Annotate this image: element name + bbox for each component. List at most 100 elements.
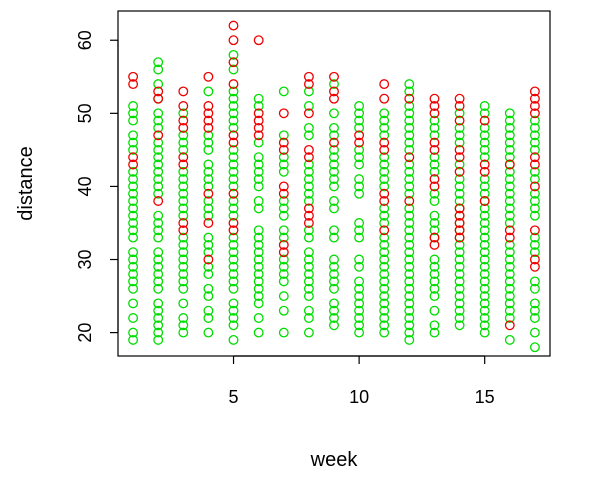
data-point-red <box>203 115 214 126</box>
data-point-green <box>203 203 214 214</box>
data-point-green <box>303 291 314 302</box>
data-point-green <box>454 261 465 272</box>
data-point-green <box>529 276 540 287</box>
data-point-red <box>203 122 214 133</box>
data-point-green <box>404 137 415 148</box>
data-point-green <box>303 166 314 177</box>
data-point-green <box>228 283 239 294</box>
data-point-green <box>479 188 490 199</box>
data-point-red <box>529 152 540 163</box>
data-point-green <box>504 305 515 316</box>
data-point-green <box>278 261 289 272</box>
data-point-green <box>178 269 189 280</box>
data-point-green <box>303 276 314 287</box>
y-axis-title: distance <box>15 146 37 221</box>
data-point-green <box>354 152 365 163</box>
data-point-green <box>479 239 490 250</box>
data-point-red <box>429 93 440 104</box>
data-point-green <box>504 254 515 265</box>
data-point-green <box>379 174 390 185</box>
data-point-green <box>329 159 339 170</box>
data-point-green <box>454 239 465 250</box>
data-point-red <box>404 93 415 104</box>
data-point-green <box>303 283 314 294</box>
data-point-green <box>404 144 415 155</box>
data-point-green <box>178 254 189 265</box>
data-point-green <box>454 159 465 170</box>
data-point-red <box>529 181 540 192</box>
data-point-green <box>354 283 365 294</box>
data-point-green <box>379 152 390 163</box>
data-point-green <box>404 225 415 236</box>
data-point-green <box>379 283 390 294</box>
data-point-green <box>479 327 490 338</box>
data-point-green <box>303 232 314 243</box>
data-point-red <box>278 188 289 199</box>
data-point-green <box>153 334 164 345</box>
data-point-green <box>329 130 339 141</box>
data-point-green <box>228 174 239 185</box>
data-point-green <box>379 218 390 228</box>
data-point-red <box>329 137 339 148</box>
data-point-green <box>479 152 490 163</box>
x-tick-label: 5 <box>229 387 239 407</box>
data-point-green <box>354 276 365 287</box>
data-point-green <box>404 291 415 302</box>
data-point-green <box>253 247 264 258</box>
data-point-green <box>379 254 390 265</box>
data-point-red <box>429 232 440 243</box>
data-point-red <box>128 152 139 163</box>
data-point-green <box>203 247 214 258</box>
data-point-green <box>153 137 164 148</box>
data-point-green <box>178 313 189 323</box>
data-point-green <box>253 152 264 163</box>
data-point-green <box>379 269 390 280</box>
data-point-green <box>429 276 440 287</box>
data-point-green <box>454 269 465 280</box>
data-point-green <box>454 196 465 206</box>
data-point-red <box>354 137 365 148</box>
data-point-red <box>278 137 289 148</box>
data-point-green <box>379 298 390 309</box>
data-point-green <box>379 305 390 316</box>
data-point-green <box>303 174 314 185</box>
data-point-green <box>203 305 214 316</box>
data-point-red <box>278 181 289 192</box>
data-point-green <box>228 166 239 177</box>
y-tick-label: 30 <box>75 250 95 270</box>
data-point-green <box>128 101 139 111</box>
data-point-green <box>203 327 214 338</box>
data-point-green <box>153 218 164 228</box>
data-point-red <box>504 232 515 243</box>
data-point-red <box>303 210 314 221</box>
data-point-green <box>329 225 339 236</box>
data-point-green <box>228 203 239 214</box>
data-point-green <box>329 144 339 155</box>
data-point-green <box>228 334 239 345</box>
data-point-red <box>454 115 465 126</box>
data-point-green <box>153 57 164 68</box>
data-point-green <box>529 166 540 177</box>
data-point-red <box>504 225 515 236</box>
data-point-green <box>454 181 465 192</box>
data-point-green <box>228 298 239 309</box>
data-point-green <box>303 225 314 236</box>
data-point-red <box>153 196 164 206</box>
data-point-green <box>329 203 339 214</box>
data-point-green <box>278 86 289 97</box>
data-point-green <box>228 239 239 250</box>
data-point-red <box>329 86 339 97</box>
data-point-green <box>404 320 415 331</box>
data-point-red <box>278 247 289 258</box>
data-point-green <box>153 122 164 133</box>
points-layer <box>128 20 540 353</box>
data-point-red <box>329 93 339 104</box>
data-point-green <box>278 196 289 206</box>
data-point-green <box>178 283 189 294</box>
data-point-red <box>253 122 264 133</box>
data-point-red <box>203 108 214 119</box>
data-point-green <box>153 305 164 316</box>
data-point-red <box>529 261 540 272</box>
data-point-green <box>203 130 214 141</box>
